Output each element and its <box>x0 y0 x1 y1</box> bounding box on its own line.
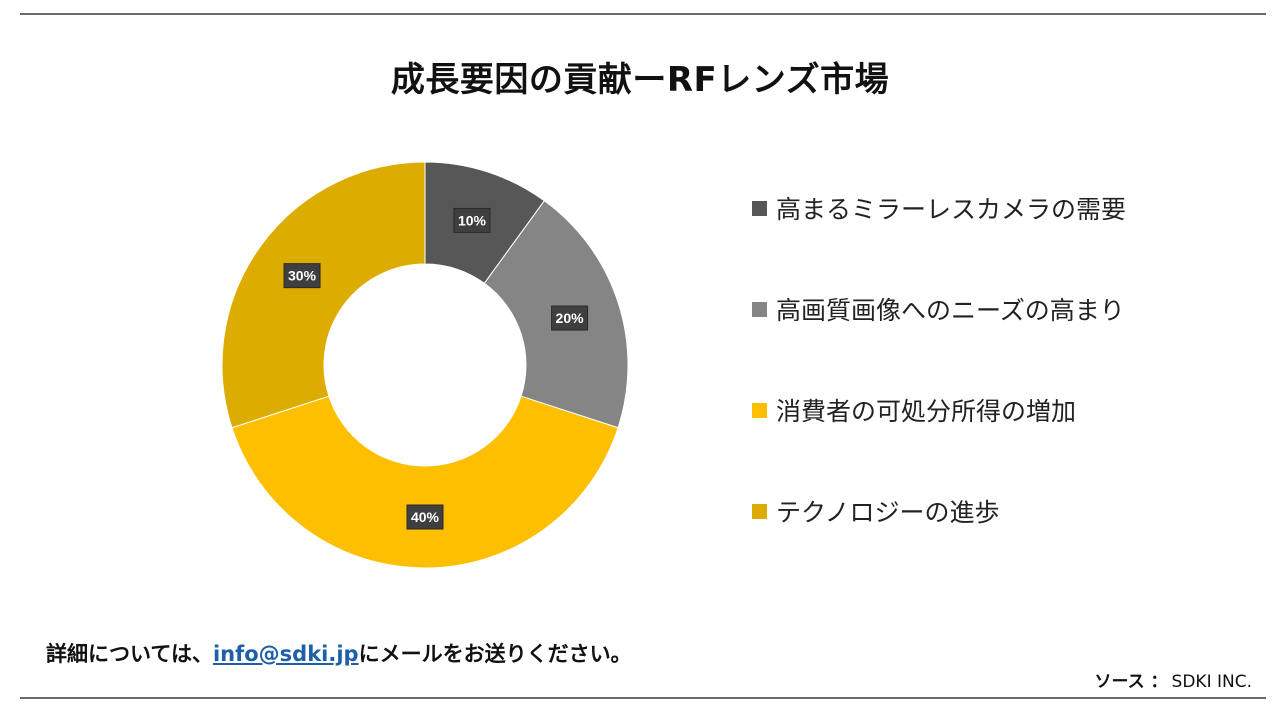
source-value: SDKI INC. <box>1171 672 1252 692</box>
legend-item: テクノロジーの進歩 <box>752 493 1000 529</box>
donut-slice-4 <box>221 161 426 429</box>
top-divider <box>20 13 1266 15</box>
contact-suffix: にメールをお送りください。 <box>358 642 632 666</box>
data-label-box <box>551 305 589 331</box>
source-note: ソース ： SDKI INC. <box>1094 667 1252 692</box>
data-label-1: 10% <box>453 207 491 233</box>
legend-label: 高まるミラーレスカメラの需要 <box>776 195 1127 224</box>
source-label: ソース ： <box>1094 672 1168 692</box>
data-label-box <box>406 504 444 530</box>
legend-swatch <box>752 503 767 519</box>
legend-label: 高画質画像へのニーズの高まり <box>776 296 1125 325</box>
legend-swatch <box>752 301 767 317</box>
chart-title: 成長要因の貢献ーRFレンズ市場 <box>390 60 890 100</box>
legend-swatch <box>752 200 767 216</box>
data-label-4: 30% <box>283 263 321 289</box>
data-label-text: 30% <box>288 268 317 284</box>
bottom-divider <box>20 697 1266 699</box>
data-label-text: 10% <box>458 212 487 228</box>
legend-item: 消費者の可処分所得の増加 <box>752 392 1076 428</box>
data-label-text: 40% <box>411 509 440 525</box>
data-label-text: 20% <box>556 310 585 326</box>
donut-slice-3 <box>231 395 619 569</box>
legend-swatch <box>752 402 767 418</box>
data-label-box <box>283 263 321 289</box>
email-link[interactable]: info@sdki.jp <box>212 642 359 666</box>
legend-item: 高画質画像へのニーズの高まり <box>752 291 1125 327</box>
data-label-box <box>453 207 491 233</box>
contact-prefix: 詳細については、 <box>46 642 213 666</box>
data-label-2: 20% <box>551 305 589 331</box>
data-label-3: 40% <box>406 504 444 530</box>
legend-label: テクノロジーの進歩 <box>776 498 1000 527</box>
contact-note: 詳細については、info@sdki.jpにメールをお送りください。 <box>46 638 632 668</box>
donut-chart: 10% 20% 40% 30% <box>221 161 629 569</box>
legend-item: 高まるミラーレスカメラの需要 <box>752 190 1126 226</box>
legend-label: 消費者の可処分所得の増加 <box>776 397 1077 426</box>
